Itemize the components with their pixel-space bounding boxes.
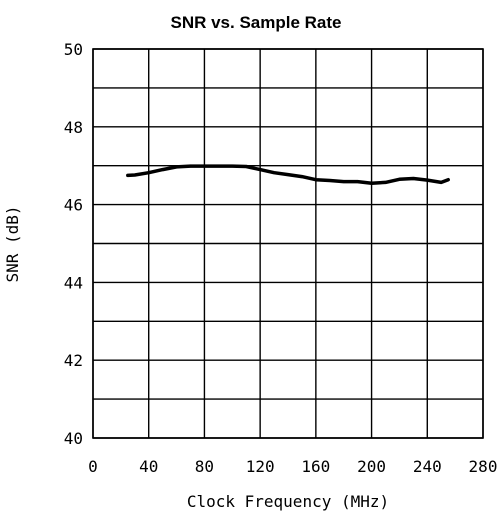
x-tick-label-40: 40 xyxy=(139,457,158,476)
x-tick-label-80: 80 xyxy=(195,457,214,476)
x-tick-label-0: 0 xyxy=(88,457,98,476)
y-tick-label-44: 44 xyxy=(64,273,83,292)
plot-frame xyxy=(92,48,484,439)
y-tick-label-40: 40 xyxy=(64,429,83,448)
y-tick-label-46: 46 xyxy=(64,196,83,215)
x-axis-label: Clock Frequency (MHz) xyxy=(187,492,389,511)
plot-grid xyxy=(92,48,484,439)
x-tick-label-240: 240 xyxy=(413,457,442,476)
x-tick-label-160: 160 xyxy=(301,457,330,476)
chart-title: SNR vs. Sample Rate xyxy=(170,13,341,32)
plot-series xyxy=(126,164,450,185)
x-tick-label-200: 200 xyxy=(357,457,386,476)
series-line-0 xyxy=(126,164,450,185)
y-axis-label: SNR (dB) xyxy=(3,205,22,282)
x-tick-label-280: 280 xyxy=(469,457,498,476)
x-tick-label-120: 120 xyxy=(246,457,275,476)
x-tick-labels: 0 40 80 120 160 200 240 280 xyxy=(88,457,497,476)
y-tick-label-50: 50 xyxy=(64,40,83,59)
y-tick-label-42: 42 xyxy=(64,351,83,370)
y-tick-label-48: 48 xyxy=(64,118,83,137)
y-tick-labels: 40 42 44 46 48 50 xyxy=(64,40,83,448)
